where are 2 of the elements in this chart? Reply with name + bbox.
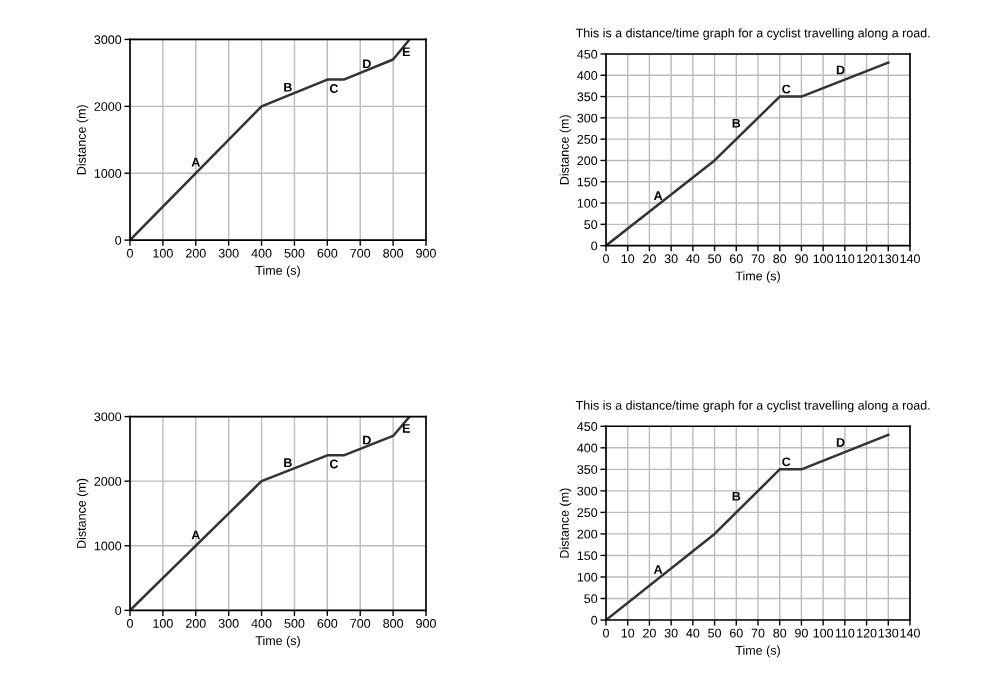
line-series [606,433,890,621]
line-series [606,61,890,246]
